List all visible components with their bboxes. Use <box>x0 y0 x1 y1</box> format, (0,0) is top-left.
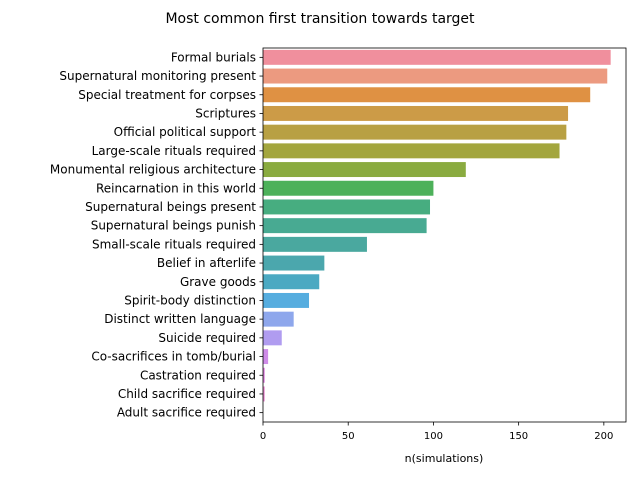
x-tick-label: 150 <box>509 431 528 442</box>
bar <box>263 330 282 346</box>
x-axis-label: n(simulations) <box>405 452 484 465</box>
bar <box>263 68 608 84</box>
x-tick-label: 200 <box>594 431 613 442</box>
bar <box>263 143 560 159</box>
x-tick-label: 0 <box>260 431 266 442</box>
bar <box>263 87 591 103</box>
bar <box>263 255 325 271</box>
category-label: Formal burials <box>171 50 256 64</box>
bars-group <box>263 49 611 402</box>
bar <box>263 105 569 121</box>
bar <box>263 292 310 308</box>
category-label: Large-scale rituals required <box>92 144 256 158</box>
category-label: Reincarnation in this world <box>96 181 256 195</box>
category-label: Supernatural beings punish <box>91 219 256 233</box>
category-label: Adult sacrifice required <box>117 406 256 420</box>
bar <box>263 367 265 383</box>
category-label: Belief in afterlife <box>157 256 256 270</box>
bar <box>263 124 567 140</box>
bar <box>263 218 427 234</box>
axes-frame <box>262 47 627 423</box>
category-label: Distinct written language <box>104 312 256 326</box>
category-label: Official political support <box>114 125 257 139</box>
bar <box>263 386 265 402</box>
category-label: Supernatural beings present <box>85 200 256 214</box>
category-label: Castration required <box>140 368 256 382</box>
plot-border <box>262 47 627 423</box>
category-label: Small-scale rituals required <box>92 237 256 251</box>
category-label: Suicide required <box>158 331 256 345</box>
bar <box>263 49 611 65</box>
bar <box>263 274 320 290</box>
category-label: Special treatment for corpses <box>78 88 256 102</box>
category-label: Co-sacrifices in tomb/burial <box>91 350 256 364</box>
bar <box>263 349 269 365</box>
category-label: Scriptures <box>195 106 256 120</box>
bar <box>263 180 434 196</box>
bar <box>263 236 367 252</box>
chart-title: Most common first transition towards tar… <box>165 11 475 27</box>
bar <box>263 199 431 215</box>
x-tick-label: 100 <box>424 431 443 442</box>
category-labels: Formal burials Supernatural monitoring pr… <box>50 50 263 420</box>
bar <box>263 311 294 327</box>
category-label: Monumental religious architecture <box>50 163 256 177</box>
category-label: Spirit-body distinction <box>124 293 256 307</box>
x-axis: 0 50 100 150 200 <box>260 422 613 442</box>
category-label: Grave goods <box>180 275 256 289</box>
category-label: Supernatural monitoring present <box>59 69 256 83</box>
bar <box>263 162 466 178</box>
category-label: Child sacrifice required <box>118 387 256 401</box>
x-tick-label: 50 <box>342 431 355 442</box>
